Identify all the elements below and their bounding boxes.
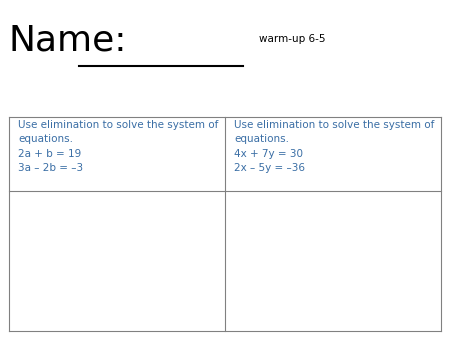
Text: Use elimination to solve the system of
equations.
2a + b = 19
3a – 2b = –3: Use elimination to solve the system of e… xyxy=(18,120,218,173)
Text: Name:: Name: xyxy=(9,24,127,58)
Text: warm-up 6-5: warm-up 6-5 xyxy=(259,34,325,44)
Text: Use elimination to solve the system of
equations.
4x + 7y = 30
2x – 5y = –36: Use elimination to solve the system of e… xyxy=(234,120,434,173)
